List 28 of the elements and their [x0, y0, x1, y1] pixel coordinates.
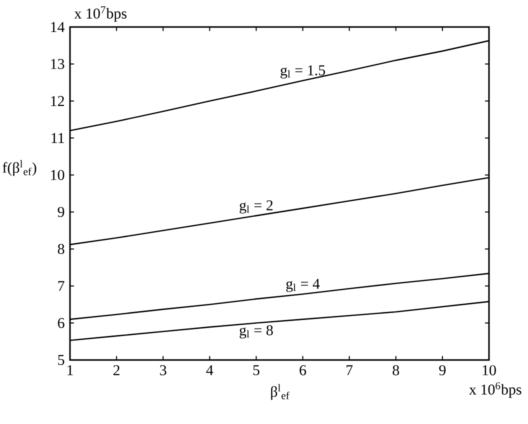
y-tick-label: 5 [58, 355, 64, 365]
series-label: g$_{l}$ = 4 [286, 278, 320, 292]
series-label: g$_{l}$ = 1.5 [280, 65, 326, 78]
text: x 10$^{7}$bps [74, 6, 126, 22]
x-tick-label: 9 [439, 365, 446, 376]
x-tick-label: 10 [482, 365, 496, 376]
y-tick-label: 6 [58, 318, 64, 328]
x-tick-label: 5 [253, 365, 260, 376]
x-tick-label: 3 [160, 365, 166, 376]
series-label: g$_{l}$ = 8 [240, 325, 273, 338]
y-tick-label: 7 [58, 281, 64, 291]
text: x 10$^{6}$bps [469, 382, 522, 398]
y-tick-label: 8 [58, 244, 64, 254]
x-tick-label: 2 [113, 365, 120, 376]
x-tick-label: 6 [300, 365, 306, 376]
x-tick-label: 7 [346, 365, 353, 376]
y-tick-label: 11 [52, 133, 64, 143]
y-axis-title: f(β$^{l}$$_{ef}$) [2, 160, 36, 176]
x-tick-label: 4 [206, 365, 214, 376]
y-tick-label: 12 [51, 96, 64, 106]
y-tick-label: 9 [58, 206, 64, 218]
y-tick-label: 14 [51, 22, 65, 32]
y-tick-label: 10 [51, 170, 64, 180]
x-tick-label: 1 [68, 365, 73, 376]
x-axis-title: β$^{l}$ef [271, 384, 290, 400]
series-label: g$_{l}$ = 2 [240, 200, 273, 214]
x-tick-label: 8 [392, 365, 400, 376]
y-tick-label: 13 [51, 58, 64, 70]
